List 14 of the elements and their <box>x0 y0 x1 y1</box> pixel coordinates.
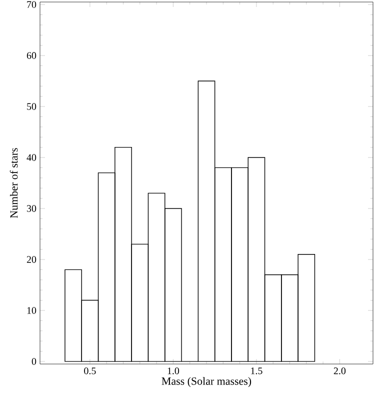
y-tick-label: 40 <box>26 154 36 161</box>
x-tick-label: 2.0 <box>334 368 346 374</box>
y-axis-title: Number of stars <box>10 148 18 218</box>
x-axis-title: Mass (Solar masses) <box>162 377 252 388</box>
x-tick-label: 1.0 <box>168 368 180 374</box>
x-tick-label: 0.5 <box>84 368 96 374</box>
y-tick-label: 70 <box>27 1 36 8</box>
x-tick-label: 1.5 <box>251 368 262 374</box>
y-tick-label: 60 <box>26 52 36 59</box>
y-tick-label: 10 <box>27 307 36 314</box>
y-tick-label: 0 <box>32 358 36 365</box>
y-tick-label: 30 <box>27 205 36 212</box>
y-tick-label: 20 <box>26 256 36 263</box>
y-tick-label: 50 <box>27 103 36 110</box>
